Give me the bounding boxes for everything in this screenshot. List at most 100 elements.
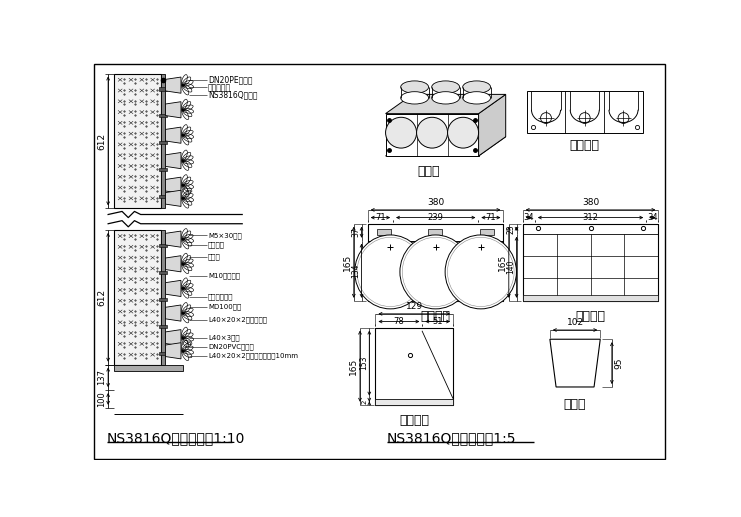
- Bar: [376, 399, 453, 405]
- Circle shape: [416, 117, 448, 148]
- Text: 140: 140: [506, 260, 515, 275]
- Polygon shape: [385, 114, 479, 156]
- Bar: [159, 141, 167, 144]
- Bar: [161, 230, 165, 364]
- Polygon shape: [165, 330, 181, 346]
- Bar: [159, 87, 167, 90]
- Ellipse shape: [462, 81, 491, 93]
- Bar: [522, 224, 658, 234]
- Bar: [159, 114, 167, 117]
- Bar: [159, 352, 167, 355]
- Text: 23: 23: [506, 224, 515, 234]
- Polygon shape: [108, 211, 242, 227]
- Bar: [368, 295, 503, 301]
- Text: NS3816Q种植盒: NS3816Q种植盒: [208, 90, 258, 100]
- Bar: [376, 328, 453, 399]
- Text: 透视图: 透视图: [417, 165, 439, 178]
- Polygon shape: [165, 343, 181, 359]
- Polygon shape: [385, 136, 505, 156]
- Text: L40×3角钢: L40×3角钢: [208, 334, 240, 341]
- Bar: [377, 229, 391, 235]
- Ellipse shape: [400, 235, 471, 309]
- Text: 102: 102: [567, 318, 584, 327]
- Text: 134: 134: [351, 264, 360, 278]
- Ellipse shape: [445, 235, 516, 309]
- Text: 顶面视图: 顶面视图: [570, 139, 599, 152]
- Polygon shape: [165, 231, 181, 247]
- Text: 专培苗木: 专培苗木: [208, 241, 225, 248]
- Text: 380: 380: [582, 198, 599, 207]
- Polygon shape: [165, 256, 181, 272]
- Bar: [368, 241, 503, 301]
- Text: 95: 95: [614, 357, 623, 369]
- Ellipse shape: [432, 81, 459, 93]
- Text: 孔可控滴头: 孔可控滴头: [208, 83, 231, 92]
- Bar: [522, 295, 658, 301]
- Bar: [161, 73, 165, 208]
- Text: L40×20×2镀锌矩形管: L40×20×2镀锌矩形管: [208, 317, 267, 323]
- Ellipse shape: [401, 81, 428, 93]
- Bar: [428, 229, 442, 235]
- Text: 34: 34: [523, 213, 534, 222]
- Text: 129: 129: [405, 302, 423, 311]
- Text: L40×20×2镀锌矩形管长度10mm: L40×20×2镀锌矩形管长度10mm: [208, 353, 298, 359]
- Text: 51: 51: [433, 317, 443, 326]
- Polygon shape: [165, 102, 181, 118]
- Bar: [376, 328, 453, 405]
- Text: 165: 165: [349, 358, 358, 375]
- Text: 380: 380: [427, 198, 444, 207]
- Bar: [159, 195, 167, 199]
- Ellipse shape: [355, 235, 426, 309]
- Ellipse shape: [432, 92, 459, 104]
- Text: 背面视图: 背面视图: [576, 310, 605, 323]
- Bar: [159, 169, 167, 171]
- Text: 612: 612: [98, 132, 107, 149]
- Bar: [159, 298, 167, 301]
- Text: M10膨胀螺栓: M10膨胀螺栓: [208, 273, 240, 279]
- Polygon shape: [550, 339, 600, 387]
- Bar: [159, 271, 167, 274]
- Text: 71: 71: [485, 213, 496, 222]
- Text: 种植杯: 种植杯: [564, 398, 586, 411]
- Polygon shape: [165, 190, 181, 206]
- Polygon shape: [165, 177, 181, 193]
- Text: 239: 239: [428, 213, 444, 222]
- Text: 侧面视图: 侧面视图: [399, 414, 429, 427]
- Text: 165: 165: [342, 254, 351, 271]
- Polygon shape: [165, 77, 181, 93]
- Polygon shape: [385, 95, 505, 114]
- Polygon shape: [165, 305, 181, 321]
- Text: M5×30射钉: M5×30射钉: [208, 232, 242, 238]
- Bar: [368, 224, 503, 301]
- Text: 153: 153: [359, 356, 368, 370]
- Text: 137: 137: [98, 369, 107, 385]
- Polygon shape: [165, 153, 181, 169]
- Text: 种植杯: 种植杯: [208, 253, 221, 260]
- Ellipse shape: [401, 92, 428, 104]
- Circle shape: [448, 117, 479, 148]
- Text: 2: 2: [362, 400, 368, 404]
- Polygon shape: [165, 127, 181, 143]
- Text: 612: 612: [98, 288, 107, 306]
- Bar: [114, 230, 161, 364]
- Text: DN20PE滴灌管: DN20PE滴灌管: [208, 75, 253, 84]
- Bar: [527, 90, 643, 133]
- Text: 34: 34: [647, 213, 657, 222]
- Bar: [114, 73, 161, 208]
- Bar: [480, 229, 494, 235]
- Bar: [159, 244, 167, 247]
- Polygon shape: [165, 280, 181, 297]
- Bar: [522, 224, 658, 301]
- Polygon shape: [479, 95, 505, 156]
- Bar: [114, 364, 182, 371]
- Text: MD100套杯: MD100套杯: [208, 303, 242, 310]
- Text: 312: 312: [582, 213, 599, 222]
- Text: DN20PVC排水管: DN20PVC排水管: [208, 344, 254, 350]
- Text: 37: 37: [351, 227, 360, 237]
- Text: NS3816Q种植盒详图1:10: NS3816Q种植盒详图1:10: [107, 432, 245, 446]
- Text: 轻质保水基质: 轻质保水基质: [208, 294, 233, 300]
- Text: 71: 71: [375, 213, 386, 222]
- Text: 100: 100: [98, 391, 107, 407]
- Text: 78: 78: [393, 317, 405, 326]
- Text: NS3816Q种植盒详图1:5: NS3816Q种植盒详图1:5: [387, 432, 516, 446]
